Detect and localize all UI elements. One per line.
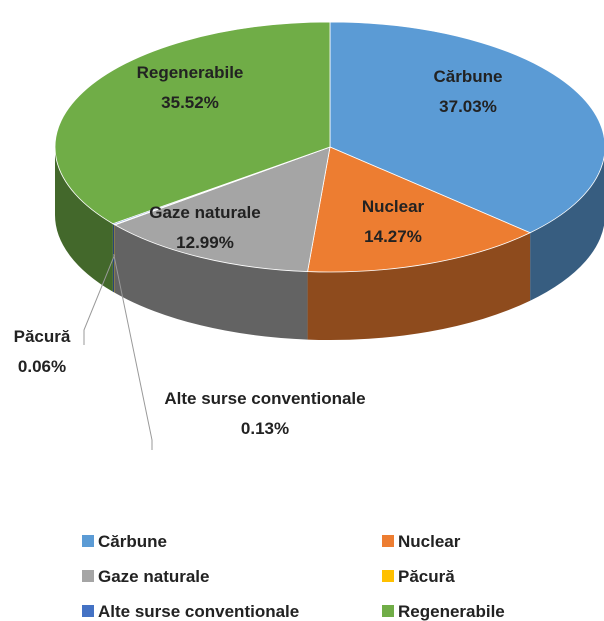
slice-side [307,232,531,340]
legend-label: Alte surse conventionale [98,602,299,621]
slice-value: 0.06% [18,357,66,376]
slice [54,21,331,225]
leader-line [83,254,116,345]
slice-side [530,157,604,301]
slice-label: Gaze naturale [149,203,261,222]
legend-swatch [82,535,94,547]
legend-label: Gaze naturale [98,567,210,586]
slice-label: Alte surse conventionale [164,389,365,408]
legend-swatch [382,605,394,617]
legend-swatch [382,570,394,582]
leader-line [113,254,153,450]
slice [329,21,604,234]
slice-value: 0.13% [241,419,289,438]
legend-label: Păcură [398,567,455,586]
legend-swatch [82,570,94,582]
slice-value: 35.52% [161,93,219,112]
legend-label: Cărbune [98,532,167,551]
slice-side [55,147,113,292]
slice-value: 37.03% [439,97,497,116]
slice-label: Păcură [14,327,71,346]
slice-value: 14.27% [364,227,422,246]
slice-label: Regenerabile [137,63,244,82]
legend-label: Regenerabile [398,602,505,621]
legend-swatch [382,535,394,547]
slice [307,146,532,273]
slice [113,146,331,272]
slice-label: Nuclear [362,197,425,216]
legend-swatch [82,605,94,617]
legend-label: Nuclear [398,532,461,551]
slice-side [114,224,308,340]
slice-value: 12.99% [176,233,234,252]
slice-label: Cărbune [434,67,503,86]
